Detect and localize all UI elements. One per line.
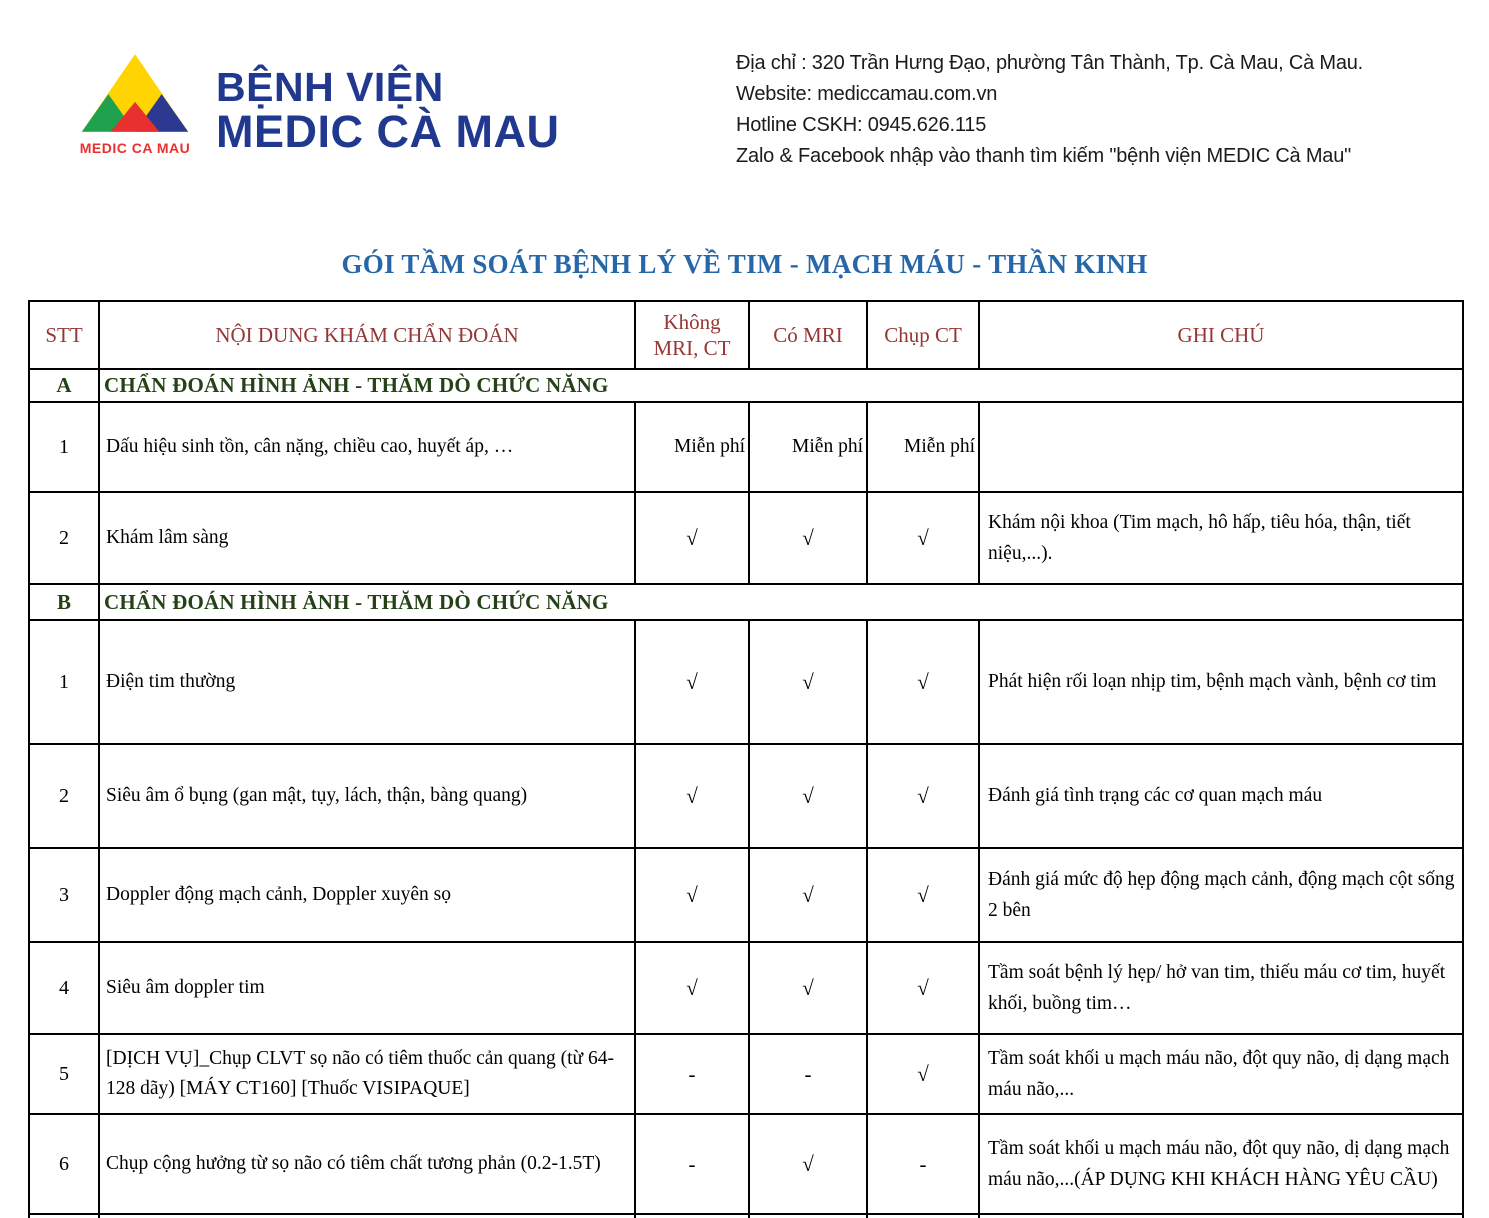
service-row: 6 Chụp cộng hưởng từ sọ não có tiêm chất … xyxy=(28,1113,1464,1215)
service-name: Điện tim thường xyxy=(98,619,636,745)
section-title: CHẨN ĐOÁN HÌNH ẢNH - THĂM DÒ CHỨC NĂNG xyxy=(98,368,1464,403)
col-header-chup-ct: Chụp CT xyxy=(866,300,980,370)
section-letter: B xyxy=(28,583,100,621)
service-name: Siêu âm ổ bụng (gan mật, tụy, lách, thận… xyxy=(98,743,636,849)
mark-khong-mri-ct: Miễn phí xyxy=(634,401,750,493)
service-row: 1 Điện tim thường √ √ √ Phát hiện rối loạn nh… xyxy=(28,619,1464,745)
note-text: Phát hiện rối loạn nhịp tim, bệnh mạch v… xyxy=(978,619,1464,745)
mark-khong-mri-ct: - xyxy=(634,1113,750,1215)
hospital-logo: MEDIC CA MAU xyxy=(76,52,194,156)
mark-co-mri: - xyxy=(748,1033,868,1115)
mark-chup-ct: √ xyxy=(866,847,980,943)
note-text: Khám nội khoa (Tim mạch, hô hấp, tiêu hó… xyxy=(978,491,1464,585)
note-text: Đánh giá mức độ hẹp động mạch cảnh, động… xyxy=(978,847,1464,943)
service-name: [DỊCH VỤ]_Chụp CLVT sọ não có tiêm thuốc… xyxy=(98,1033,636,1115)
service-row: 2 Khám lâm sàng √ √ √ Khám nội khoa (Tim mạch… xyxy=(28,491,1464,585)
note-text: Tầm soát khối u mạch máu não, đột quy nã… xyxy=(978,1113,1464,1215)
logo-caption: MEDIC CA MAU xyxy=(79,140,191,156)
mark-co-mri: √ xyxy=(748,941,868,1035)
hospital-name: BỆNH VIỆN MEDIC CÀ MAU xyxy=(216,66,559,155)
mark-khong-mri-ct: √ xyxy=(634,847,750,943)
service-name: Dấu hiệu sinh tồn, cân nặng, chiều cao, … xyxy=(98,401,636,493)
table-header-row: STT NỘI DUNG KHÁM CHẨN ĐOÁN Không MRI, C… xyxy=(28,300,1464,370)
row-index: 1 xyxy=(28,401,100,493)
service-name: Chụp cộng hưởng từ sọ não có tiêm chất t… xyxy=(98,1113,636,1215)
address-line: Địa chỉ : 320 Trần Hưng Đạo, phường Tân … xyxy=(736,52,1364,74)
service-row: 3 Doppler động mạch cảnh, Doppler xuyên s… xyxy=(28,847,1464,943)
mark-khong-mri-ct: √ xyxy=(634,743,750,849)
mark-co-mri: √ xyxy=(748,743,868,849)
package-table: STT NỘI DUNG KHÁM CHẨN ĐOÁN Không MRI, C… xyxy=(28,300,1464,1218)
row-index: 2 xyxy=(28,743,100,849)
empty-cell xyxy=(978,1213,1464,1218)
mark-chup-ct: √ xyxy=(866,743,980,849)
mark-chup-ct: √ xyxy=(866,941,980,1035)
hospital-name-line1: BỆNH VIỆN xyxy=(216,64,444,110)
mark-chup-ct: - xyxy=(866,1113,980,1215)
mark-khong-mri-ct: - xyxy=(634,1033,750,1115)
clipped-row xyxy=(28,1213,1464,1218)
row-index: 4 xyxy=(28,941,100,1035)
table-header: STT NỘI DUNG KHÁM CHẨN ĐOÁN Không MRI, C… xyxy=(28,300,1464,370)
hospital-brand: MEDIC CA MAU BỆNH VIỆN MEDIC CÀ MAU xyxy=(76,52,559,156)
section-letter: A xyxy=(28,368,100,403)
service-row: 1 Dấu hiệu sinh tồn, cân nặng, chiều cao,… xyxy=(28,401,1464,493)
package-table-body: A CHẨN ĐOÁN HÌNH ẢNH - THĂM DÒ CHỨC NĂNG 1… xyxy=(28,368,1464,1215)
col-header-co-mri: Có MRI xyxy=(748,300,868,370)
row-index: 1 xyxy=(28,619,100,745)
hotline-line: Hotline CSKH: 0945.626.115 xyxy=(736,114,987,136)
note-text: Tầm soát bệnh lý hẹp/ hở van tim, thiếu … xyxy=(978,941,1464,1035)
service-row: 2 Siêu âm ổ bụng (gan mật, tụy, lách, thậ… xyxy=(28,743,1464,849)
service-name: Doppler động mạch cảnh, Doppler xuyên sọ xyxy=(98,847,636,943)
mark-co-mri: √ xyxy=(748,1113,868,1215)
website-line: Website: mediccamau.com.vn xyxy=(736,83,998,105)
service-name: Siêu âm doppler tim xyxy=(98,941,636,1035)
social-line: Zalo & Facebook nhập vào thanh tìm kiếm … xyxy=(736,145,1352,167)
section-title: CHẨN ĐOÁN HÌNH ẢNH - THĂM DÒ CHỨC NĂNG xyxy=(98,583,1464,621)
empty-cell xyxy=(866,1213,980,1218)
mark-khong-mri-ct: √ xyxy=(634,619,750,745)
empty-cell xyxy=(748,1213,868,1218)
mark-co-mri: √ xyxy=(748,847,868,943)
mark-co-mri: √ xyxy=(748,619,868,745)
section-header-row: B CHẨN ĐOÁN HÌNH ẢNH - THĂM DÒ CHỨC NĂNG xyxy=(28,583,1464,621)
col-header-khong-mri-ct: Không MRI, CT xyxy=(634,300,750,370)
note-text xyxy=(978,401,1464,493)
empty-cell xyxy=(634,1213,750,1218)
row-index: 2 xyxy=(28,491,100,585)
col-header-ghi-chu: GHI CHÚ xyxy=(978,300,1464,370)
page-title: GÓI TẦM SOÁT BỆNH LÝ VỀ TIM - MẠCH MÁU -… xyxy=(341,249,1148,279)
col-header-content: NỘI DUNG KHÁM CHẨN ĐOÁN xyxy=(98,300,636,370)
service-name: Khám lâm sàng xyxy=(98,491,636,585)
mark-co-mri: Miễn phí xyxy=(748,401,868,493)
hospital-name-line2: MEDIC CÀ MAU xyxy=(216,105,560,157)
empty-cell xyxy=(98,1213,636,1218)
service-row: 4 Siêu âm doppler tim √ √ √ Tầm soát bệnh lý … xyxy=(28,941,1464,1035)
empty-cell xyxy=(28,1213,100,1218)
mark-chup-ct: Miễn phí xyxy=(866,401,980,493)
mark-khong-mri-ct: √ xyxy=(634,941,750,1035)
row-index: 6 xyxy=(28,1113,100,1215)
row-index: 5 xyxy=(28,1033,100,1115)
service-row: 5 [DỊCH VỤ]_Chụp CLVT sọ não có tiêm thuố… xyxy=(28,1033,1464,1115)
note-text: Tầm soát khối u mạch máu não, đột quy nã… xyxy=(978,1033,1464,1115)
contact-info: Địa chỉ : 320 Trần Hưng Đạo, phường Tân … xyxy=(736,48,1363,172)
note-text: Đánh giá tình trạng các cơ quan mạch máu xyxy=(978,743,1464,849)
section-header-row: A CHẨN ĐOÁN HÌNH ẢNH - THĂM DÒ CHỨC NĂNG xyxy=(28,368,1464,403)
row-index: 3 xyxy=(28,847,100,943)
mark-chup-ct: √ xyxy=(866,491,980,585)
mark-chup-ct: √ xyxy=(866,1033,980,1115)
col-header-stt: STT xyxy=(28,300,100,370)
clipped-tail xyxy=(28,1213,1464,1218)
mountain-logo-icon xyxy=(81,54,189,132)
mark-co-mri: √ xyxy=(748,491,868,585)
mark-khong-mri-ct: √ xyxy=(634,491,750,585)
mark-chup-ct: √ xyxy=(866,619,980,745)
